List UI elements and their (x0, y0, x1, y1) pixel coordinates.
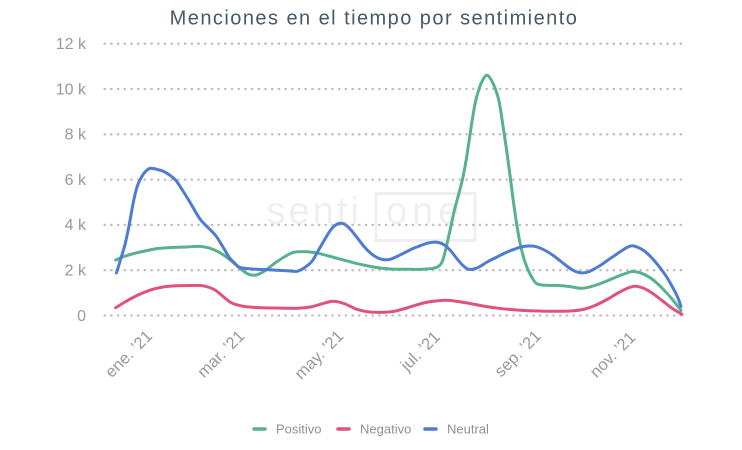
svg-text:8 k: 8 k (65, 127, 87, 144)
svg-text:12 k: 12 k (56, 36, 87, 53)
svg-text:6 k: 6 k (65, 172, 87, 189)
svg-text:Menciones en el tiempo por sen: Menciones en el tiempo por sentimiento (170, 8, 579, 30)
svg-text:Negativo: Negativo (360, 422, 411, 437)
svg-text:Neutral: Neutral (447, 422, 489, 437)
svg-text:0: 0 (77, 308, 86, 325)
svg-text:10 k: 10 k (56, 81, 87, 98)
svg-text:2 k: 2 k (65, 263, 87, 280)
svg-text:4 k: 4 k (65, 217, 87, 234)
svg-text:Positivo: Positivo (276, 422, 322, 437)
